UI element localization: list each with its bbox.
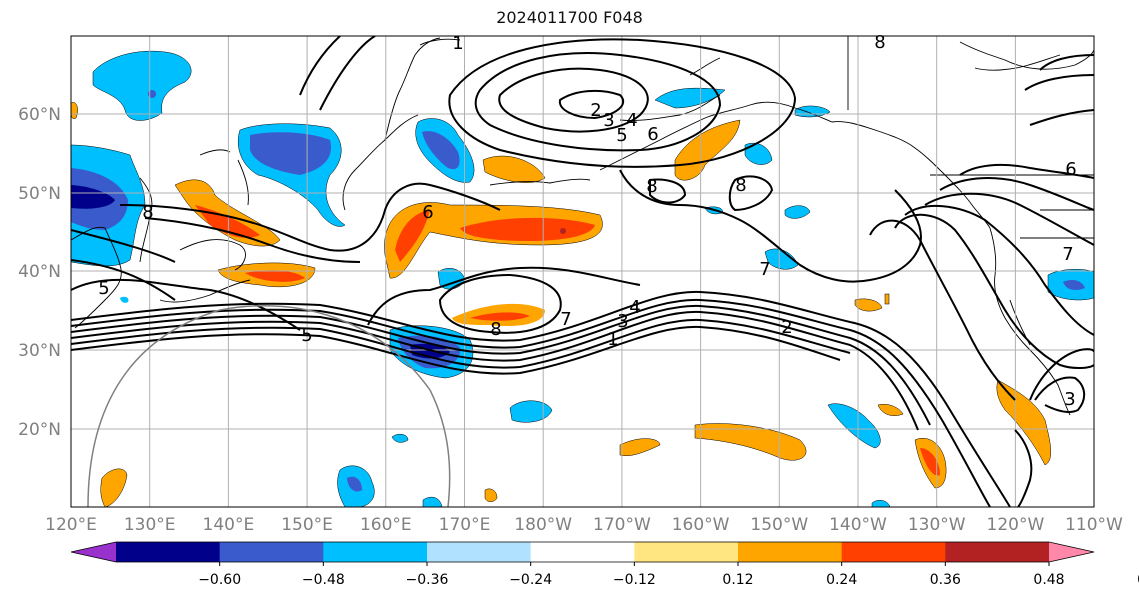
contour-labels: 5 5 6 8 8 7 7 1 3 4 2 2 3 4 5 6 8 8 6 7 … (98, 32, 1076, 410)
contour-label: 7 (560, 309, 571, 330)
colorbar-swatch (219, 542, 324, 562)
contour-label: 6 (647, 124, 658, 145)
colorbar-swatch (71, 542, 116, 562)
colorbar-tick-label: −0.36 (406, 572, 449, 588)
contour-label: 8 (735, 175, 746, 196)
lon-label: 110°W (1065, 515, 1123, 535)
contour-label: 8 (646, 176, 657, 197)
lon-label: 140°E (203, 515, 255, 535)
lon-label: 180°W (514, 515, 572, 535)
lat-label: 20°N (18, 420, 61, 440)
colorbar-tick-label: 0.36 (930, 572, 961, 588)
lon-label: 160°W (672, 515, 730, 535)
colorbar-swatch (738, 542, 843, 562)
colorbar-tick-label: 0.48 (1033, 572, 1064, 588)
colorbar-swatch (634, 542, 739, 562)
lon-label: 160°E (360, 515, 412, 535)
lon-label: 120°W (987, 515, 1045, 535)
contour-label: 5 (616, 125, 627, 146)
lon-label: 140°W (829, 515, 887, 535)
lat-label: 60°N (18, 105, 61, 125)
contour-label: 4 (626, 110, 637, 131)
range-circle (87, 305, 451, 507)
contour-lines (71, 36, 1094, 507)
longitude-labels: 120°E 130°E 140°E 150°E 160°E 170°E 180°… (45, 515, 1123, 535)
contour-label: 8 (142, 202, 153, 223)
lon-label: 130°W (908, 515, 966, 535)
colorbar-tick-label: −0.24 (509, 572, 552, 588)
lon-label: 120°E (45, 515, 97, 535)
graticule (71, 36, 1094, 507)
lat-label: 50°N (18, 184, 61, 204)
contour-label: 4 (629, 297, 640, 318)
colorbar-tick-label: 0.60 (1137, 572, 1139, 588)
contour-label: 7 (1062, 244, 1073, 265)
colorbar-tick-label: 0.24 (826, 572, 857, 588)
colorbar-swatch (841, 542, 946, 562)
contour-label: 6 (1065, 159, 1076, 180)
colorbar-swatch (1049, 542, 1094, 562)
latitude-labels: 20°N 30°N 40°N 50°N 60°N (18, 105, 61, 440)
colorbar-tick-label: 0.12 (722, 572, 753, 588)
contour-label: 5 (98, 278, 109, 299)
colorbar-swatch (116, 542, 221, 562)
contour-label: 2 (590, 100, 601, 121)
contour-label: 6 (422, 202, 433, 223)
lon-label: 130°E (124, 515, 176, 535)
lon-label: 170°E (439, 515, 491, 535)
contour-label: 2 (781, 317, 792, 338)
colorbar-swatch (530, 542, 635, 562)
contour-label: 8 (490, 319, 501, 340)
colorbar-tick-label: −0.12 (613, 572, 656, 588)
colorbar-swatch (427, 542, 532, 562)
colorbar-outline (70, 541, 1095, 563)
colorbar: −0.60 −0.48 −0.36 −0.24 −0.12 0.12 0.24 0.36 0.4… (70, 541, 1139, 588)
colorbar-tick-label: −0.60 (198, 572, 241, 588)
contour-label: 8 (874, 32, 885, 53)
contour-label: 3 (1064, 389, 1075, 410)
colorbar-swatch (945, 542, 1050, 562)
colorbar-swatch (323, 542, 428, 562)
lon-label: 170°W (593, 515, 651, 535)
lat-label: 30°N (18, 341, 61, 361)
lon-label: 150°E (281, 515, 333, 535)
colorbar-tick-label: −0.48 (302, 572, 345, 588)
map-frame (70, 35, 1095, 508)
map-title: 2024011700 F048 (496, 8, 643, 27)
contour-label: 3 (603, 110, 614, 131)
contour-label: 1 (607, 329, 618, 350)
contour-label: 7 (759, 259, 770, 280)
contour-label: 3 (617, 311, 628, 332)
contour-label: 5 (301, 325, 312, 346)
lon-label: 150°W (750, 515, 808, 535)
contour-label: 1 (452, 33, 463, 54)
lat-label: 40°N (18, 262, 61, 282)
